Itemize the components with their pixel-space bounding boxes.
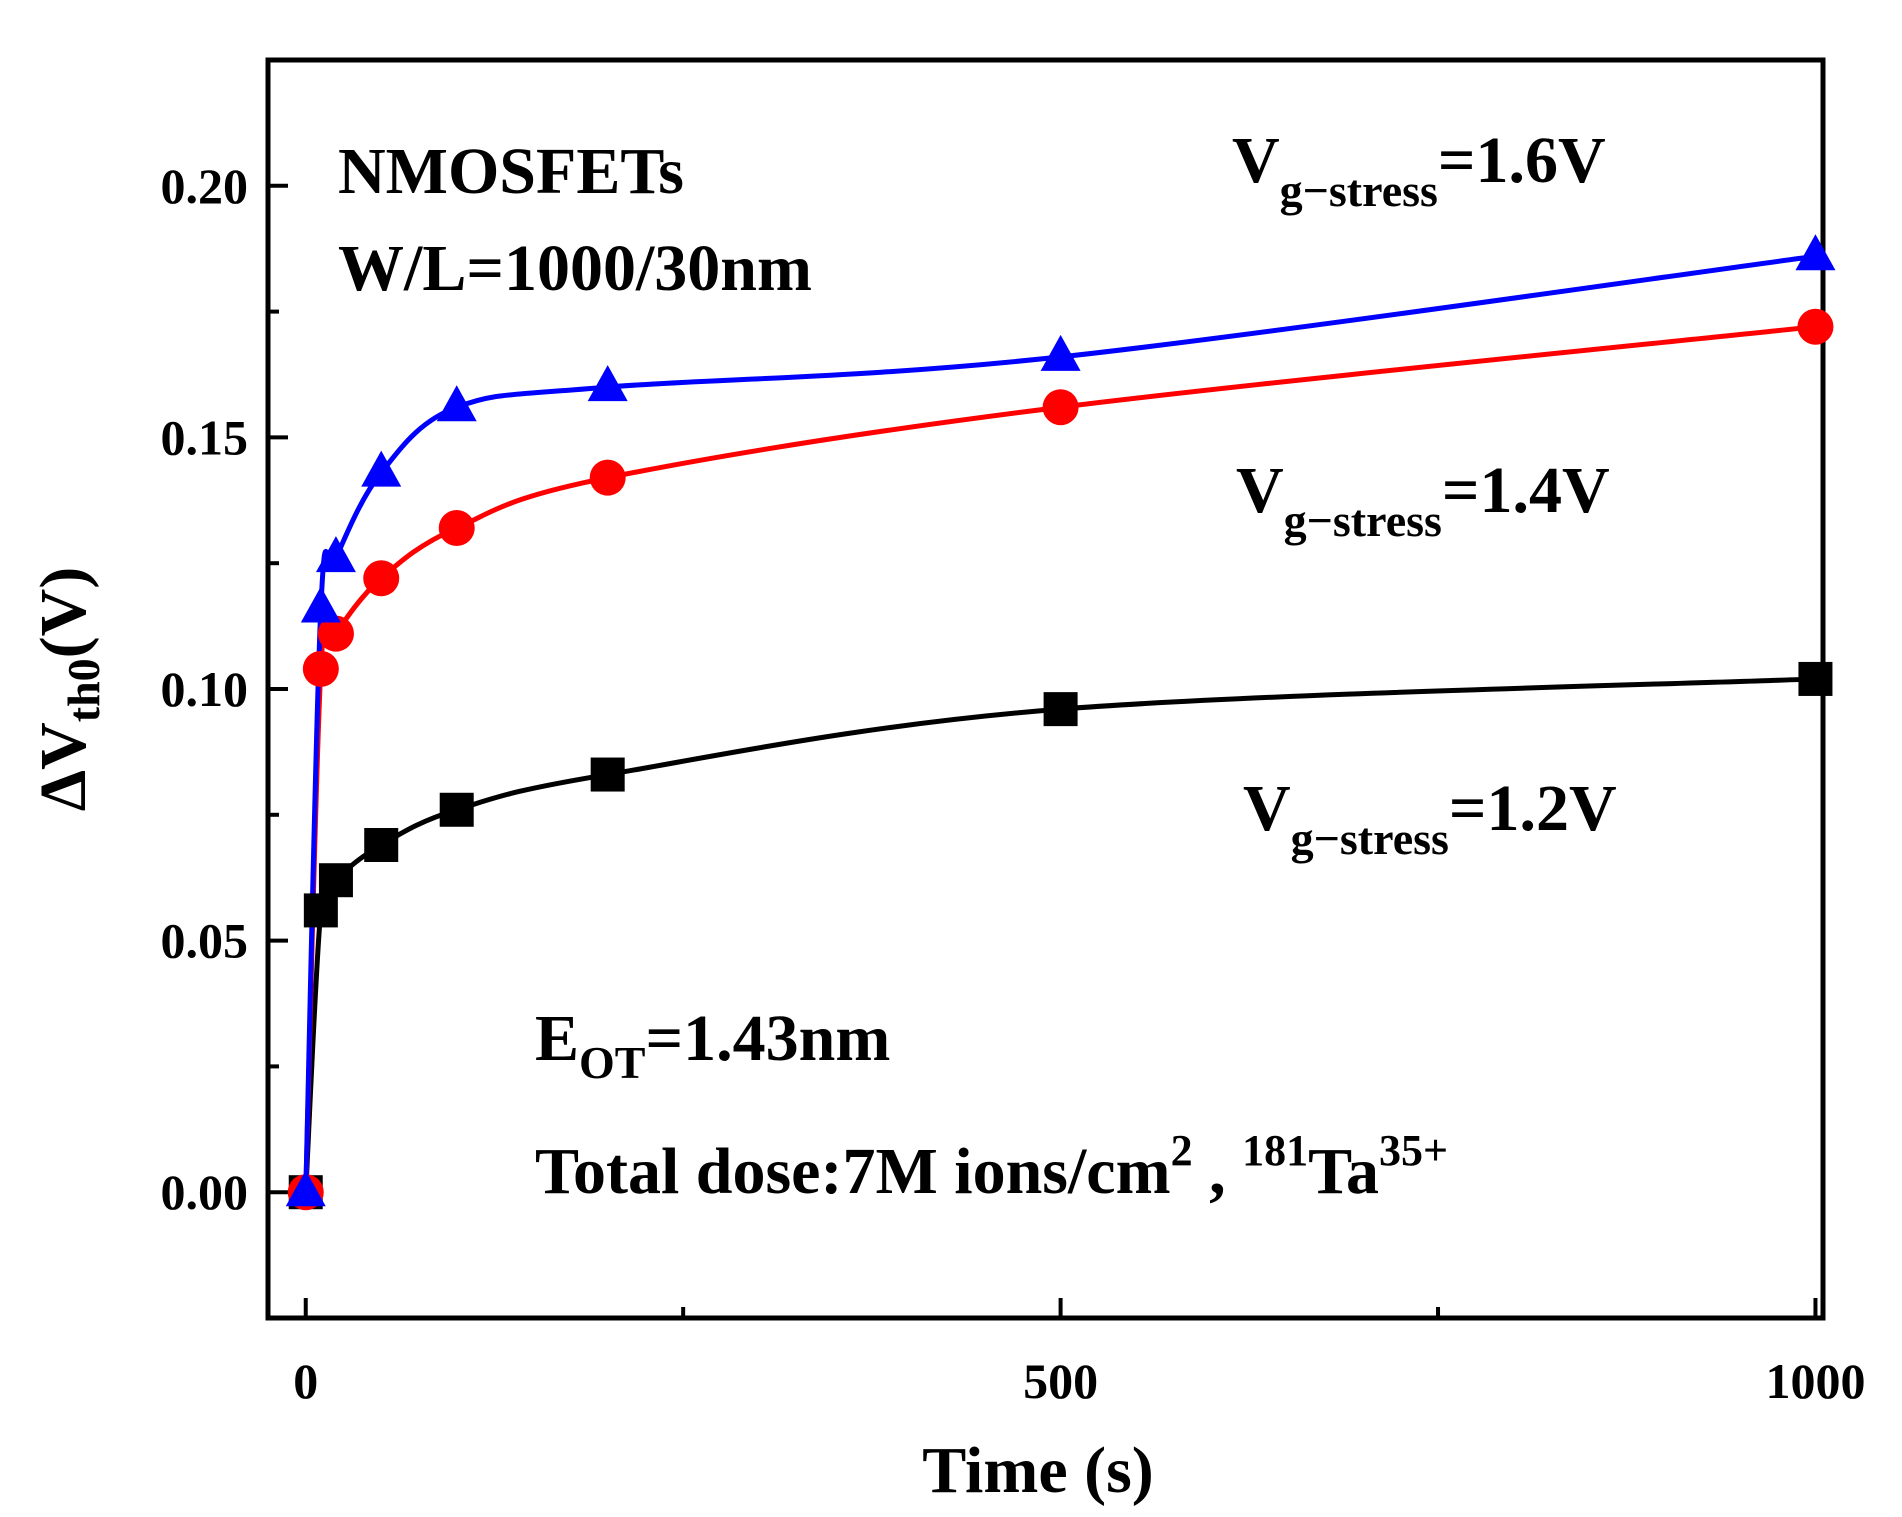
annotation-dose-sep: , (1193, 1135, 1243, 1208)
y-tick-label: 0.15 (161, 409, 249, 465)
annotation-eot: EOT=1.43nm (535, 1002, 890, 1088)
triangle-marker (1795, 234, 1836, 271)
annotation-device: NMOSFETs (338, 135, 684, 208)
circle-marker (363, 560, 400, 597)
label-vg-1-2-sub: g−stress (1291, 813, 1449, 864)
annotation-dose: Total dose:7M ions/cm2 , 181Ta35+ (535, 1126, 1448, 1208)
annotation-ion-mass: 181 (1242, 1126, 1308, 1175)
label-vg-1-2: Vg−stress=1.2V (1243, 772, 1617, 864)
annotation-ion-symbol: Ta (1308, 1135, 1379, 1208)
square-marker (1043, 692, 1078, 727)
square-marker (318, 863, 353, 898)
annotation-size: W/L=1000/30nm (338, 232, 812, 305)
annotation-eot-value: =1.43nm (646, 1002, 891, 1075)
y-axis-title-sub: th0 (58, 658, 109, 722)
triangle-marker (587, 365, 628, 402)
x-tick-label: 0 (293, 1353, 318, 1409)
triangle-marker (436, 385, 477, 422)
label-vg-1-2-v: V (1243, 772, 1291, 845)
series-layer (285, 234, 1836, 1211)
circle-marker (1797, 308, 1834, 345)
annotation-dose-sup: 2 (1171, 1126, 1193, 1175)
y-tick-label: 0.00 (161, 1164, 249, 1220)
circle-marker (438, 509, 475, 546)
circle-marker (317, 615, 354, 652)
y-tick-label: 0.05 (161, 913, 249, 969)
y-axis-title-unit: (V) (27, 567, 100, 659)
triangle-marker (315, 536, 356, 573)
y-tick-label: 0.20 (161, 158, 249, 214)
square-marker (439, 792, 474, 827)
label-vg-1-6: Vg−stress=1.6V (1232, 124, 1606, 216)
label-vg-1-4: Vg−stress=1.4V (1236, 454, 1610, 546)
annotation-dose-text: Total dose:7M ions/cm (535, 1135, 1171, 1208)
x-tick-label: 500 (1023, 1353, 1098, 1409)
label-vg-1-4-sub: g−stress (1284, 495, 1442, 546)
annotation-eot-sub: OT (579, 1037, 645, 1088)
circle-marker (1042, 389, 1079, 426)
annotation-eot-main: E (535, 1002, 579, 1075)
square-marker (303, 893, 338, 928)
label-vg-1-4-value: =1.4V (1442, 454, 1610, 527)
label-vg-1-4-v: V (1236, 454, 1284, 527)
circle-marker (589, 459, 626, 496)
triangle-marker (361, 450, 402, 487)
label-vg-1-2-value: =1.2V (1449, 772, 1617, 845)
square-marker (590, 757, 625, 792)
y-axis-title: ΔVth0(V) (27, 567, 109, 812)
series-line (303, 676, 1816, 1193)
label-vg-1-6-value: =1.6V (1438, 124, 1606, 197)
square-marker (364, 827, 399, 862)
y-axis-title-main: ΔV (27, 722, 100, 811)
y-tick-label: 0.10 (161, 661, 249, 717)
triangle-marker (285, 1170, 326, 1207)
circle-marker (302, 650, 339, 687)
label-vg-1-6-v: V (1232, 124, 1280, 197)
x-axis-title: Time (s) (922, 1434, 1154, 1507)
tick-marks (268, 58, 1818, 1320)
triangle-marker (300, 586, 341, 623)
triangle-marker (1040, 334, 1081, 371)
square-marker (1798, 661, 1833, 696)
x-tick-label: 1000 (1765, 1353, 1865, 1409)
label-vg-1-6-sub: g−stress (1280, 165, 1438, 216)
annotation-ion-charge: 35+ (1379, 1126, 1448, 1175)
tick-labels: 0 500 1000 0.00 0.05 0.10 0.15 0.20 (161, 158, 1866, 1409)
